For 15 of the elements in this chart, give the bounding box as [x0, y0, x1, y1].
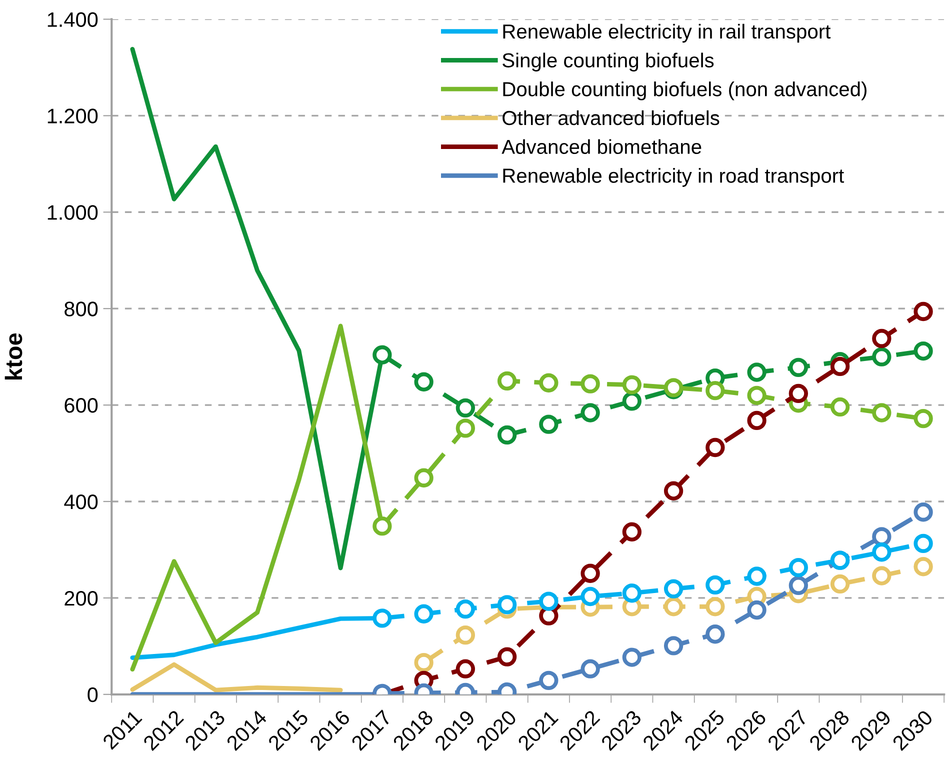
y-tick-label: 400	[64, 494, 98, 510]
legend-label: Renewable electricity in rail transport	[503, 24, 831, 43]
legend-label: Single counting biofuels	[502, 52, 714, 72]
y-tick-label: 200	[64, 590, 98, 606]
legend-label: Other advanced biofuels	[502, 110, 720, 126]
y-tick-label: 1.400	[48, 12, 98, 27]
legend-label: Renewable electricity in road transport	[503, 168, 844, 187]
legend-label: Advanced biomethane	[502, 139, 702, 154]
y-tick-label: 1.200	[48, 108, 98, 124]
y-axis-title: ktoe	[4, 333, 22, 380]
y-tick-label: 1.000	[48, 205, 98, 220]
legend-label: Double counting biofuels (non advanced)	[503, 82, 866, 100]
y-tick-label: 800	[64, 302, 98, 316]
y-tick-label: 0	[88, 687, 98, 702]
y-tick-label: 600	[64, 398, 98, 413]
